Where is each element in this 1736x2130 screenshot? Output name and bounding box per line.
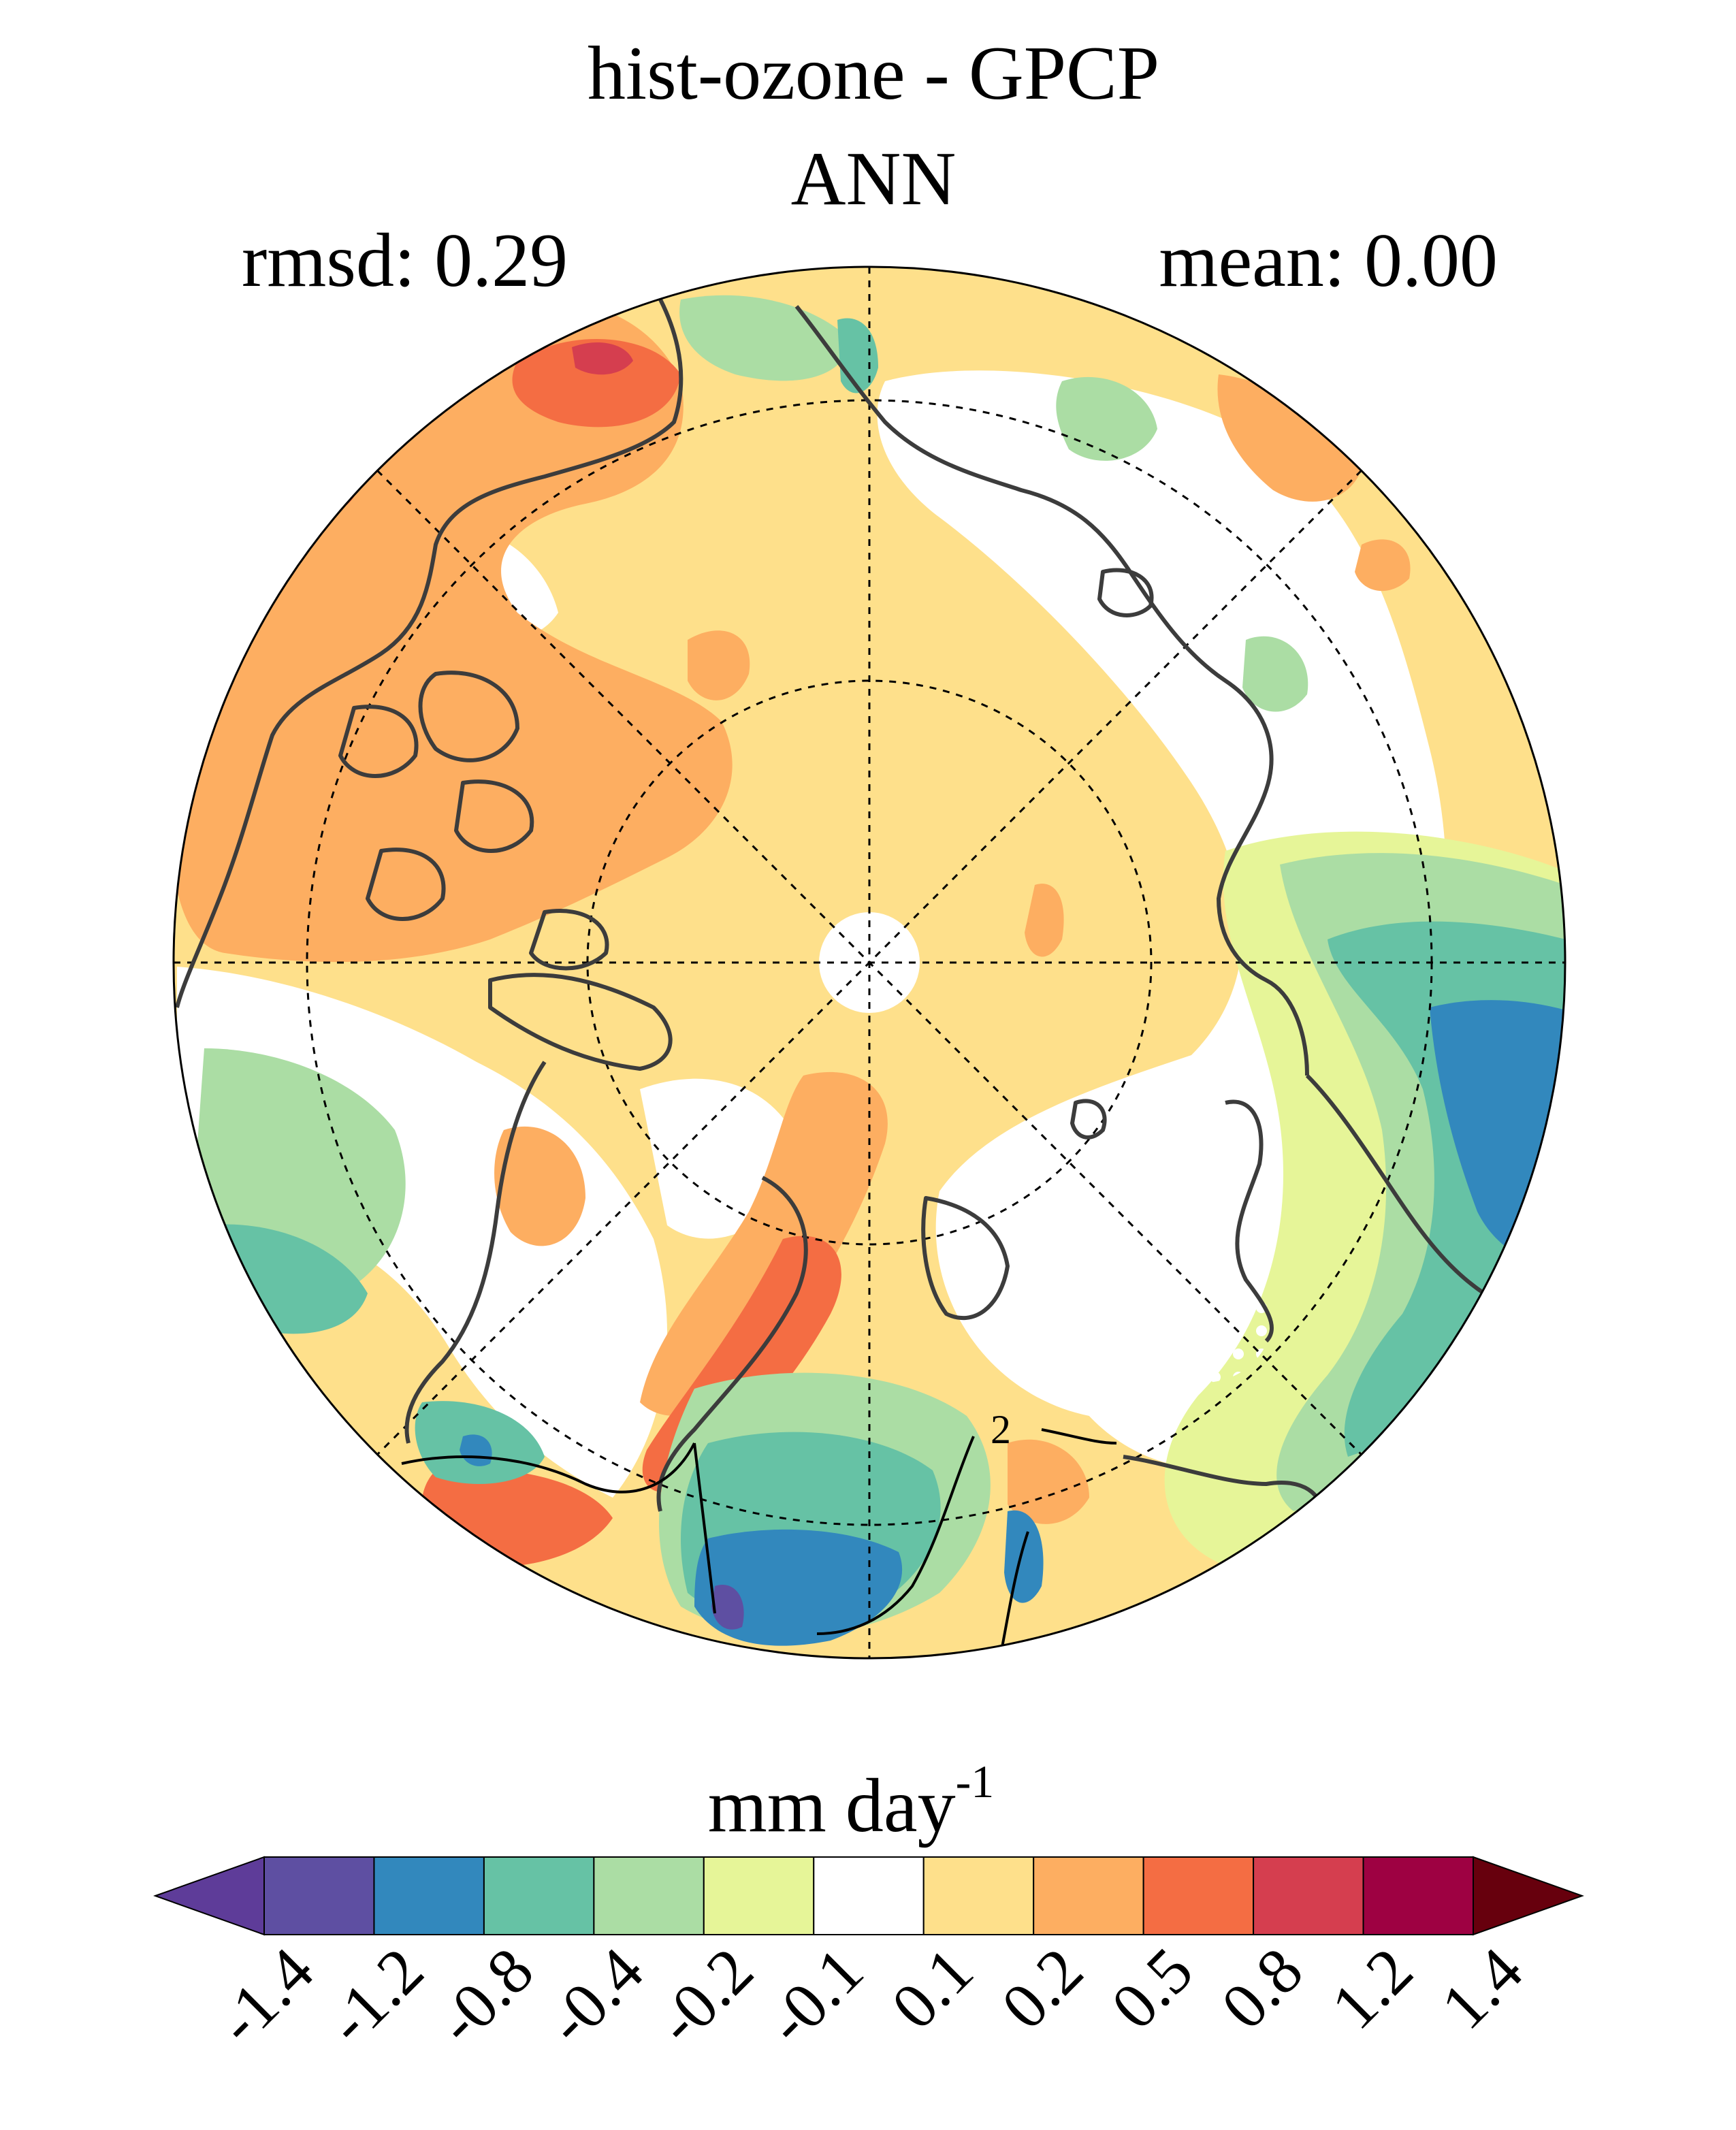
colorbar-arrow-high	[1473, 1856, 1584, 1936]
field-green-north	[679, 295, 851, 381]
colorbar-arrow-low	[153, 1856, 265, 1936]
colorbar-box	[922, 1856, 1035, 1935]
colorbar-box	[1362, 1856, 1474, 1935]
field-green-bering	[1242, 636, 1308, 712]
colorbar-units-exponent: -1	[956, 1756, 995, 1807]
colorbar-box	[1142, 1856, 1255, 1935]
colorbar-box	[483, 1856, 595, 1935]
map-title: hist-ozone - GPCP	[588, 31, 1159, 116]
colorbar-tick-label: 0.5	[1097, 1933, 1207, 2043]
colorbar-tick-label: -0.1	[752, 1933, 877, 2058]
colorbar-ticks: -1.4-1.2-0.8-0.4-0.2-0.1 0.1 0.2 0.5 0.8 1.2 1…	[203, 1933, 1537, 2058]
field-purple-south	[711, 1585, 744, 1630]
colorbar-tick-label: 1.4	[1427, 1933, 1537, 2043]
rmsd-label: rmsd: 0.29	[242, 219, 568, 303]
colorbar-box	[703, 1856, 815, 1935]
field-orange-central	[688, 630, 750, 700]
colorbar-units: mm day-1	[708, 1756, 995, 1848]
map-outline	[172, 265, 1566, 1660]
field-darkred-alaska	[572, 342, 633, 375]
field-green-ne	[1056, 376, 1157, 461]
colorbar-box	[593, 1856, 705, 1935]
colorbar-box	[1253, 1856, 1364, 1935]
colorbar-tick-label: 0.8	[1207, 1933, 1317, 2043]
precip-contour	[401, 1428, 1117, 1655]
field-blue-south	[694, 1529, 903, 1646]
season-label: ANN	[791, 137, 957, 221]
field-orange-mid	[640, 1071, 888, 1416]
colorbar-tick-label: -0.2	[642, 1933, 767, 2058]
colorbar-box	[263, 1856, 375, 1935]
mean-label: mean: 0.00	[1159, 219, 1498, 303]
field-red-alaska	[512, 338, 681, 427]
field-orange-center-small	[1025, 884, 1064, 957]
colorbar-units-base: mm day	[708, 1764, 956, 1848]
colorbar-tick-label: -0.4	[532, 1933, 657, 2058]
field-orange-ne2	[1355, 539, 1411, 592]
colorbar-tick-label: 0.1	[878, 1933, 987, 2043]
colorbar-tick-label: -1.2	[312, 1933, 437, 2058]
colorbar-boxes	[153, 1856, 1584, 1936]
field-stipple	[1132, 1248, 1273, 1383]
colorbar-box	[373, 1856, 485, 1935]
colorbar-box	[1033, 1856, 1144, 1935]
colorbar-tick-label: 0.2	[987, 1933, 1097, 2043]
colorbar-tick-label: 1.2	[1317, 1933, 1427, 2043]
colorbar: mm day-1 -1.4-1.2-0.8-0.4-0.2-0.1 0.1 0.2 0…	[153, 1756, 1584, 2059]
field-orange-ne	[1217, 374, 1362, 502]
coastlines	[175, 298, 1526, 1526]
colorbar-tick-label: -1.4	[203, 1933, 327, 2058]
colorbar-tick-label: -0.8	[422, 1933, 547, 2058]
contour-label: 2	[991, 1407, 1011, 1452]
colorbar-box	[813, 1856, 925, 1935]
field-orange-labrador	[494, 1126, 585, 1246]
polar-map: 2	[172, 265, 1566, 1660]
